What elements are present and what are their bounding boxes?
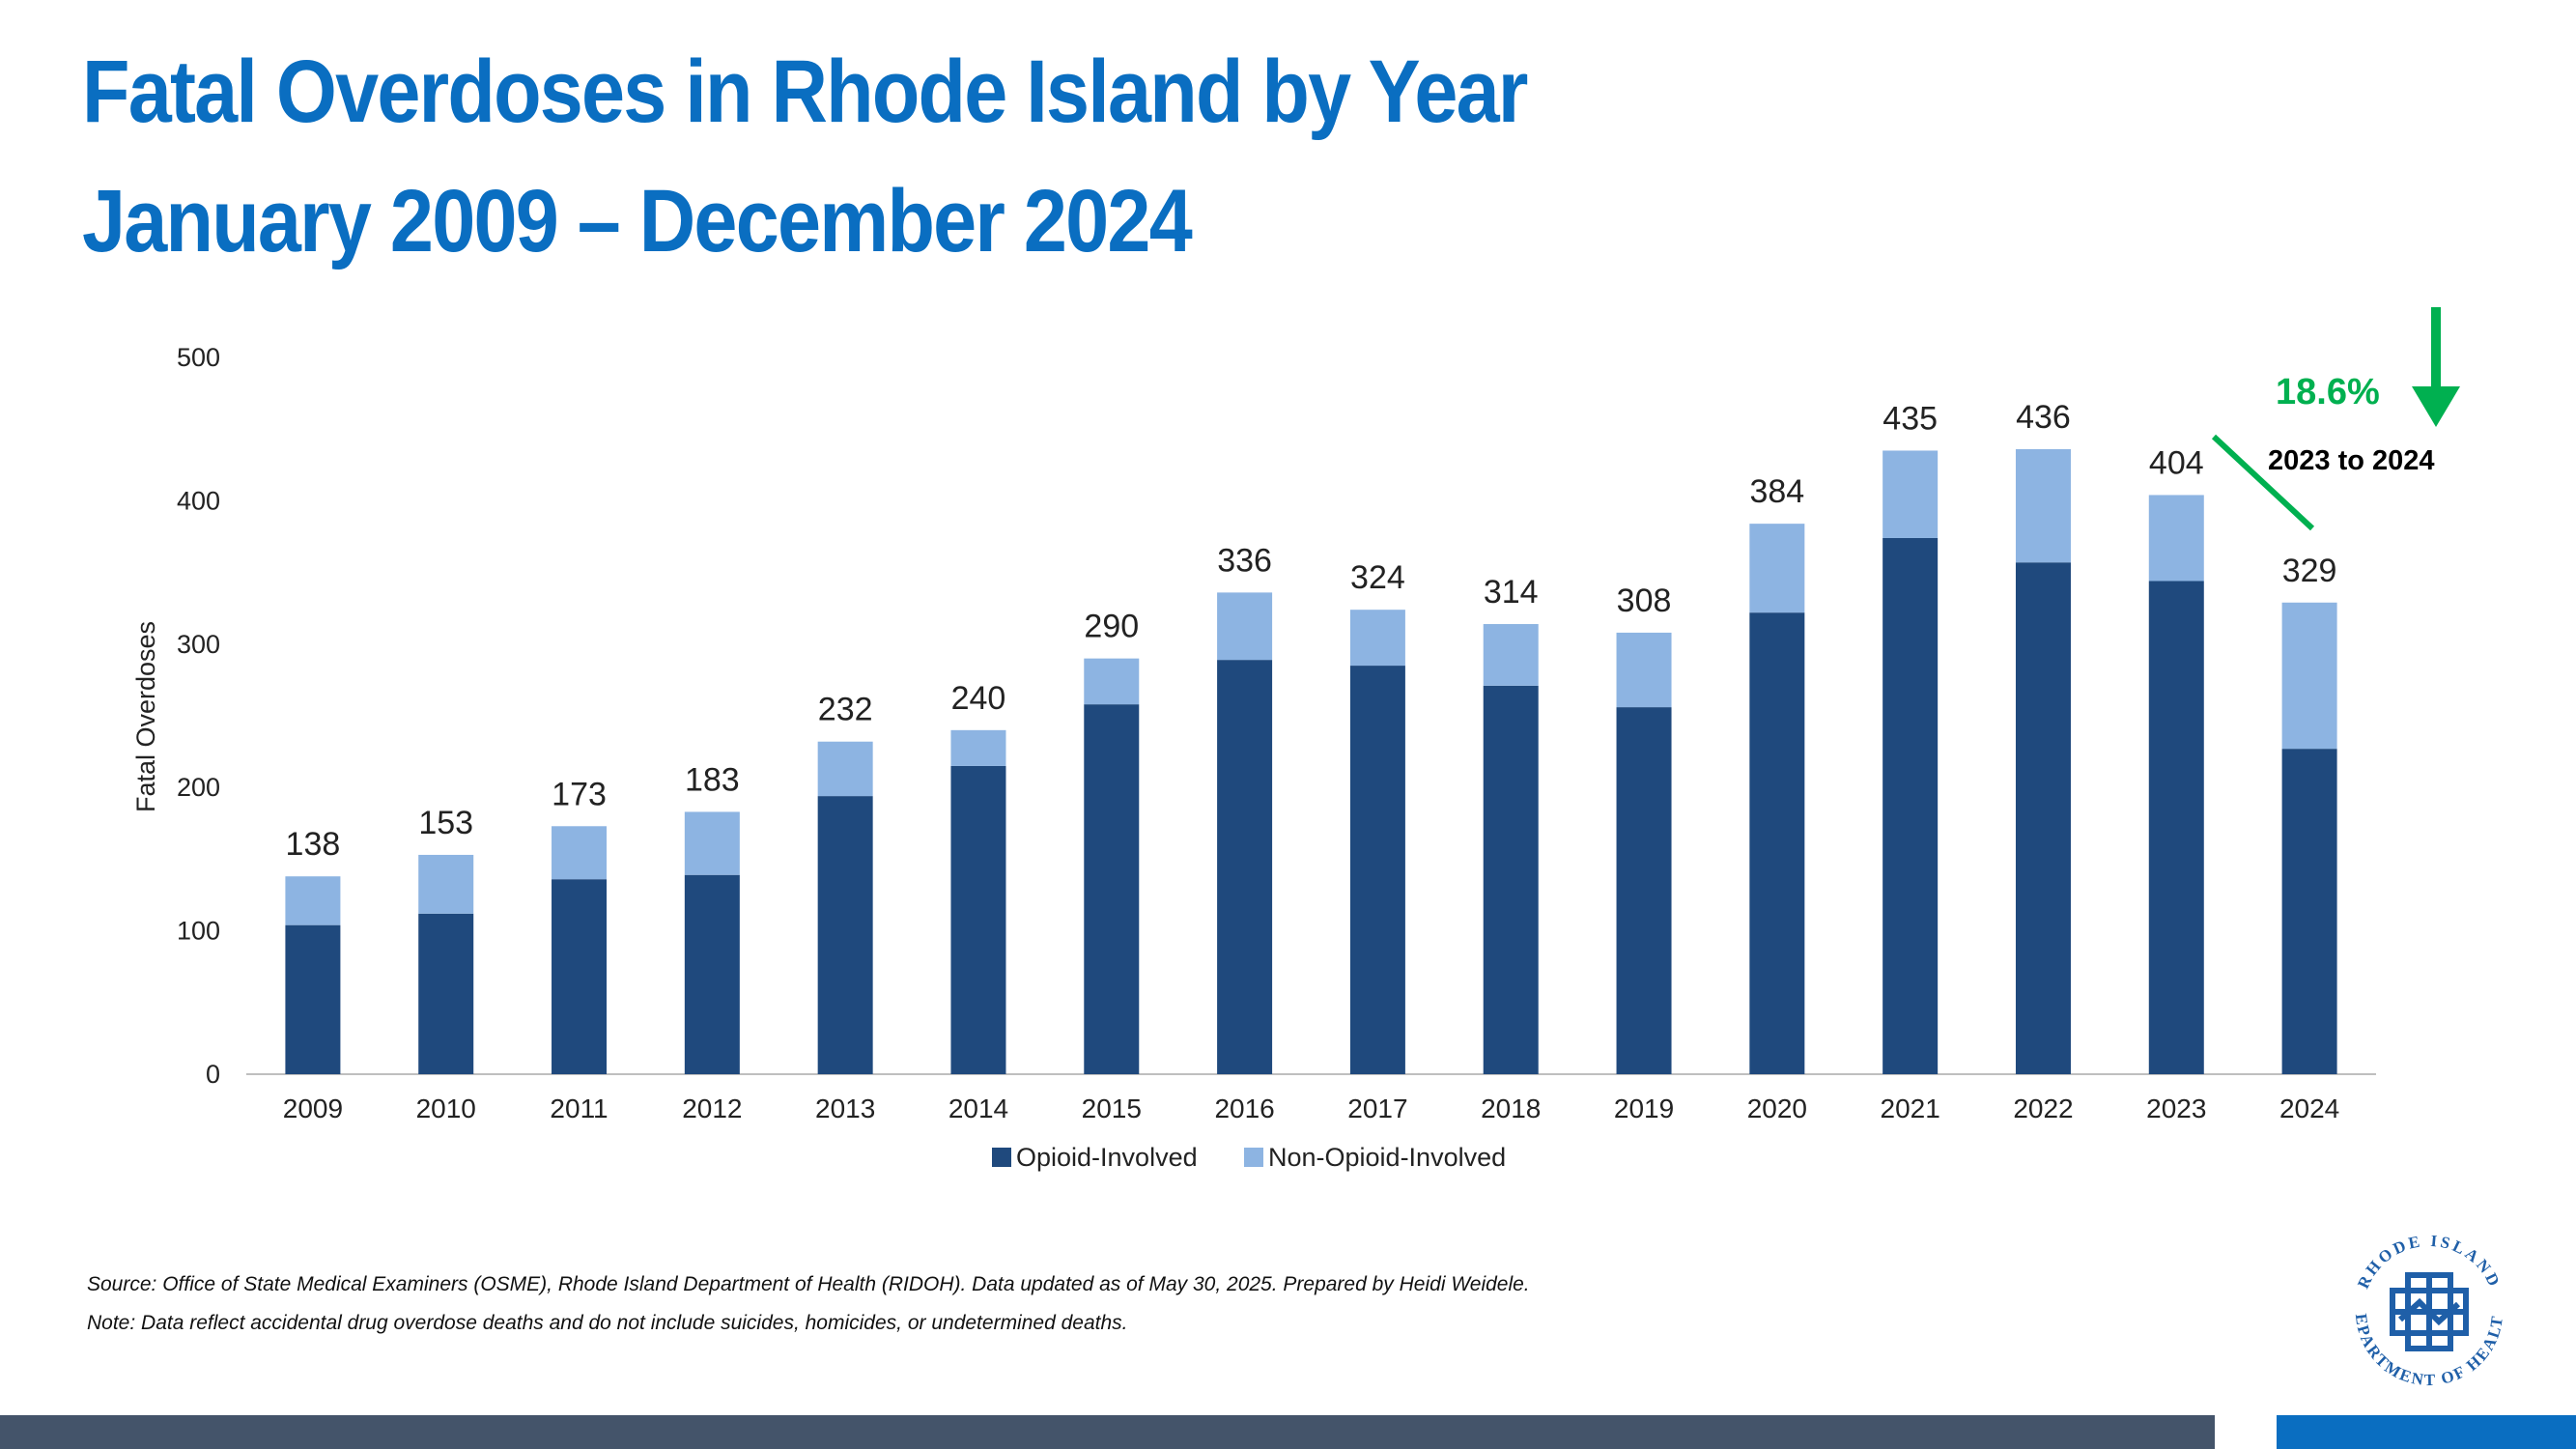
x-tick-label-2017: 2017 — [1347, 1094, 1407, 1123]
total-label-2018: 314 — [1484, 574, 1539, 611]
bar-opioid-2018 — [1483, 685, 1539, 1074]
bar-non-opioid-2009 — [285, 876, 341, 925]
y-axis-label: Fatal Overdoses — [131, 621, 160, 812]
bar-opioid-2009 — [285, 924, 341, 1074]
bar-opioid-2022 — [2015, 562, 2071, 1074]
x-tick-label-2024: 2024 — [2279, 1094, 2339, 1123]
total-label-2017: 324 — [1350, 559, 1405, 596]
overdose-bar-chart: 0 100 200 300 400 500 Fatal Overdoses 138 2009 15… — [131, 307, 2460, 1172]
bar-opioid-2020 — [1749, 612, 1805, 1074]
x-tick-label-2009: 2009 — [283, 1094, 343, 1123]
legend-label-non-opioid: Non-Opioid-Involved — [1268, 1143, 1506, 1172]
decline-line — [2211, 434, 2315, 531]
bar-opioid-2013 — [817, 796, 873, 1074]
total-label-2019: 308 — [1617, 582, 1672, 619]
bar-non-opioid-2010 — [418, 854, 474, 914]
x-tick-label-2013: 2013 — [815, 1094, 875, 1123]
bar-non-opioid-2013 — [817, 741, 873, 797]
x-tick-label-2016: 2016 — [1214, 1094, 1274, 1123]
x-tick-label-2020: 2020 — [1747, 1094, 1807, 1123]
bar-non-opioid-2019 — [1616, 632, 1672, 708]
x-tick-label-2019: 2019 — [1614, 1094, 1674, 1123]
data-note: Note: Data reflect accidental drug overd… — [87, 1312, 1128, 1334]
bar-opioid-2012 — [684, 874, 740, 1074]
total-label-2024: 329 — [2282, 553, 2337, 589]
bar-opioid-2024 — [2281, 749, 2337, 1074]
percent-change-label: 18.6% — [2276, 372, 2380, 412]
title-line-2: January 2009 – December 2024 — [82, 172, 1193, 270]
y-tick-label-0: 0 — [206, 1060, 220, 1089]
total-label-2014: 240 — [951, 680, 1006, 717]
bar-non-opioid-2017 — [1349, 610, 1405, 667]
bar-non-opioid-2016 — [1217, 592, 1273, 661]
total-label-2013: 232 — [818, 692, 873, 728]
period-label: 2023 to 2024 — [2268, 445, 2435, 476]
total-label-2012: 183 — [685, 761, 740, 798]
y-tick-label-100: 100 — [177, 917, 220, 946]
logo-cross-icon — [2390, 1272, 2469, 1351]
legend-swatch-non-opioid — [1244, 1148, 1263, 1167]
y-tick-label-500: 500 — [177, 343, 220, 372]
total-label-2010: 153 — [418, 805, 473, 841]
bar-non-opioid-2022 — [2015, 448, 2071, 563]
x-tick-label-2012: 2012 — [682, 1094, 742, 1123]
bar-non-opioid-2018 — [1483, 624, 1539, 686]
x-tick-label-2023: 2023 — [2146, 1094, 2206, 1123]
bar-non-opioid-2023 — [2148, 495, 2204, 582]
bar-opioid-2023 — [2148, 581, 2204, 1074]
x-tick-label-2021: 2021 — [1881, 1094, 1940, 1123]
legend-swatch-opioid — [992, 1148, 1011, 1167]
y-tick-label-400: 400 — [177, 486, 220, 515]
x-tick-label-2022: 2022 — [2013, 1094, 2073, 1123]
bar-non-opioid-2021 — [1882, 450, 1939, 538]
y-tick-label-200: 200 — [177, 773, 220, 802]
total-label-2011: 173 — [552, 776, 607, 812]
total-label-2016: 336 — [1217, 542, 1272, 579]
title-line-1: Fatal Overdoses in Rhode Island by Year — [82, 43, 1528, 141]
y-tick-label-300: 300 — [177, 630, 220, 659]
bar-non-opioid-2012 — [684, 811, 740, 875]
total-label-2022: 436 — [2016, 399, 2071, 436]
bar-opioid-2015 — [1084, 704, 1140, 1074]
x-tick-label-2011: 2011 — [550, 1094, 608, 1123]
total-label-2015: 290 — [1084, 609, 1139, 645]
x-tick-label-2010: 2010 — [416, 1094, 476, 1123]
down-arrow-icon — [2412, 386, 2460, 427]
bar-non-opioid-2015 — [1084, 658, 1140, 705]
x-tick-label-2018: 2018 — [1481, 1094, 1541, 1123]
page-title: Fatal Overdoses in Rhode Island by Year … — [82, 27, 1528, 286]
total-label-2020: 384 — [1749, 473, 1804, 510]
x-tick-label-2014: 2014 — [948, 1094, 1008, 1123]
bar-opioid-2016 — [1217, 660, 1273, 1074]
total-label-2009: 138 — [286, 826, 341, 863]
bar-opioid-2017 — [1349, 666, 1405, 1074]
x-tick-label-2015: 2015 — [1082, 1094, 1142, 1123]
footer-bar — [0, 1415, 2215, 1449]
bar-non-opioid-2014 — [950, 729, 1006, 766]
bar-opioid-2014 — [950, 765, 1006, 1074]
bar-non-opioid-2020 — [1749, 524, 1805, 613]
legend-label-opioid: Opioid-Involved — [1016, 1143, 1198, 1172]
total-label-2021: 435 — [1882, 400, 1938, 437]
bar-opioid-2019 — [1616, 707, 1672, 1074]
footer-accent — [2277, 1415, 2576, 1449]
source-note: Source: Office of State Medical Examiner… — [87, 1273, 1530, 1295]
bar-opioid-2010 — [418, 913, 474, 1074]
bar-opioid-2021 — [1882, 537, 1939, 1074]
bar-non-opioid-2011 — [552, 826, 608, 880]
total-label-2023: 404 — [2149, 444, 2204, 481]
bar-non-opioid-2024 — [2281, 602, 2337, 750]
bar-opioid-2011 — [552, 879, 608, 1074]
